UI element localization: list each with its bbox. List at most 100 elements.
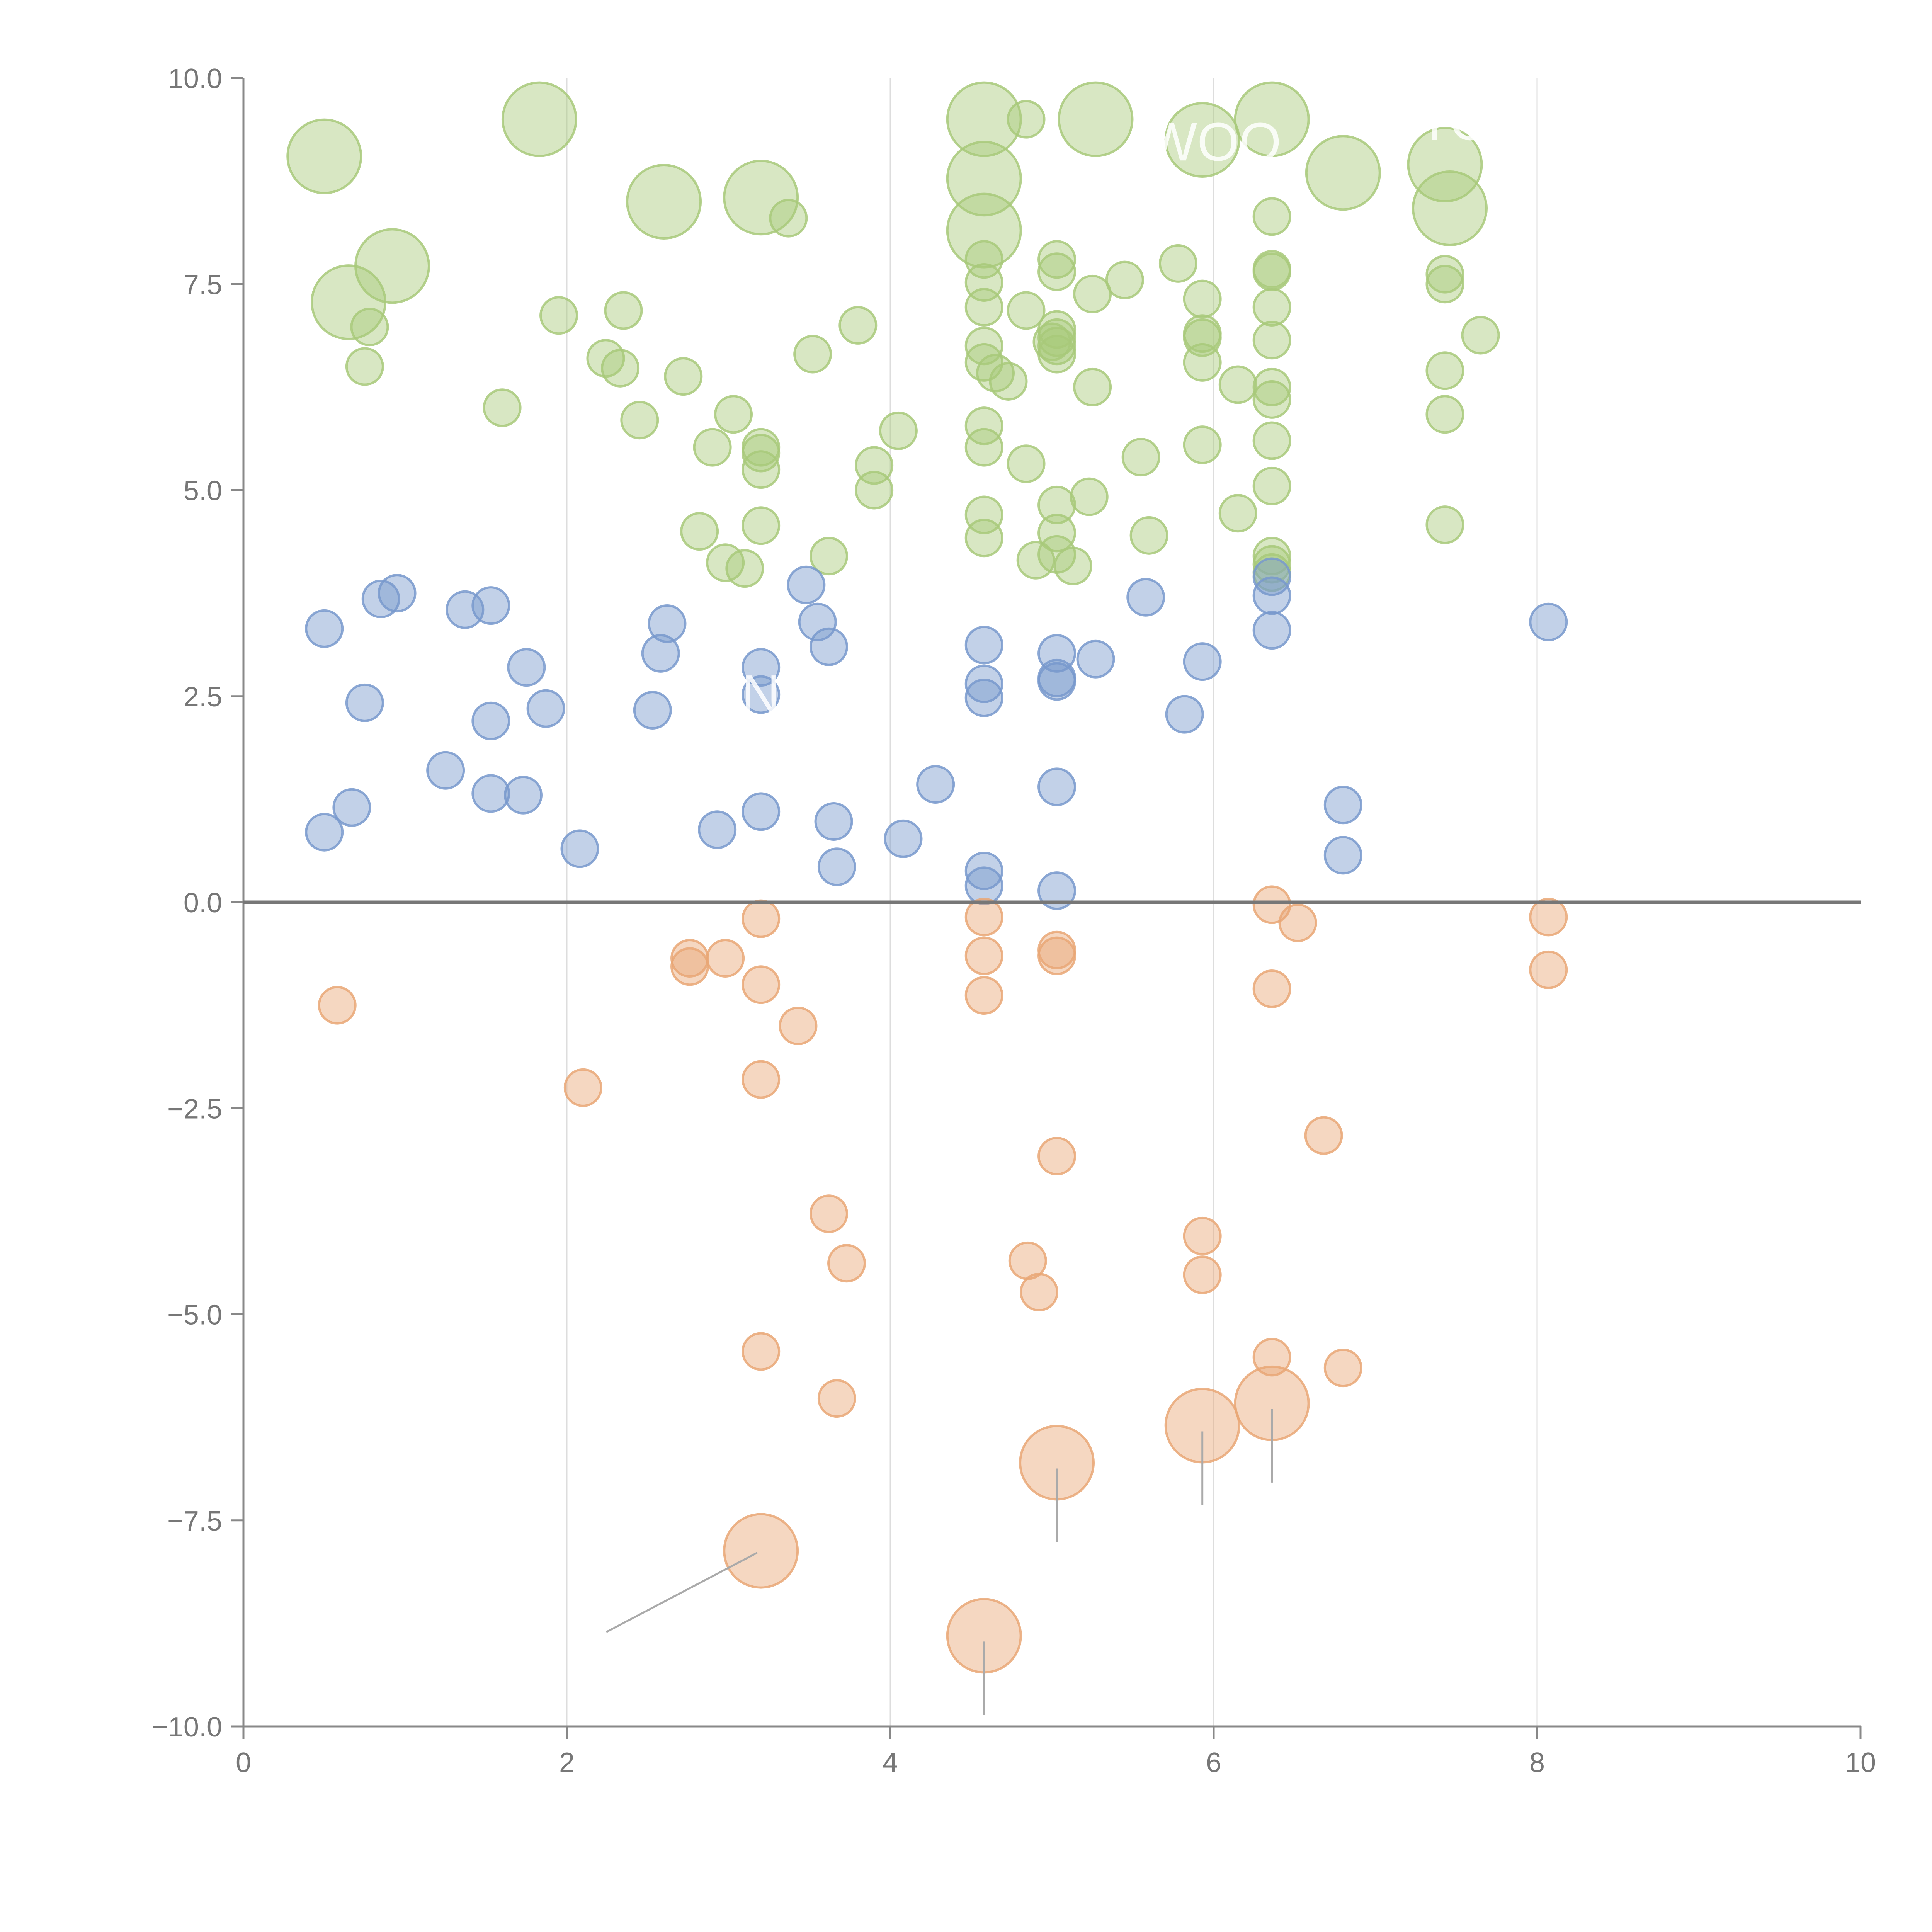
data-point-blue — [305, 609, 344, 648]
data-point-blue — [560, 829, 599, 868]
data-point-green — [964, 406, 1003, 446]
data-point-blue — [964, 626, 1003, 665]
data-point-orange — [809, 1194, 848, 1233]
data-point-orange — [723, 1513, 799, 1589]
data-point-blue — [964, 679, 1003, 718]
data-point-green — [725, 549, 764, 588]
data-point-green — [1037, 514, 1077, 553]
data-point-orange — [817, 1379, 856, 1418]
data-point-green — [286, 118, 362, 194]
data-point-green — [964, 495, 1003, 534]
data-point-blue — [742, 675, 781, 714]
data-point-blue — [641, 634, 680, 673]
data-point-blue — [964, 664, 1003, 703]
y-tick-label: 10.0 — [168, 63, 222, 94]
data-point-orange — [706, 939, 745, 978]
data-point-blue — [1037, 871, 1077, 910]
data-point-green — [946, 192, 1022, 269]
y-tick-label: −10.0 — [152, 1712, 222, 1743]
data-point-green — [1425, 395, 1464, 434]
data-point-green — [1425, 505, 1464, 544]
y-tick-label: 5.0 — [184, 476, 222, 507]
data-point-green — [1218, 365, 1257, 404]
y-tick-label: −2.5 — [167, 1094, 222, 1124]
x-tick-label: 6 — [1206, 1747, 1221, 1778]
data-point-orange — [670, 947, 709, 986]
data-point-blue — [1252, 611, 1291, 650]
x-tick-label: 10 — [1845, 1747, 1876, 1778]
data-point-green — [946, 141, 1022, 217]
data-point-green — [723, 160, 799, 236]
data-point-blue — [1165, 695, 1204, 734]
annotation-label: WOO — [1146, 111, 1281, 172]
data-point-orange — [779, 1006, 818, 1045]
data-point-blue — [1076, 639, 1115, 679]
data-point-green — [964, 519, 1003, 558]
data-point-blue — [504, 776, 543, 815]
data-point-blue — [817, 847, 856, 886]
data-point-green — [742, 450, 781, 489]
data-point-green — [1073, 367, 1112, 406]
data-point-orange — [1020, 1272, 1059, 1311]
data-point-green — [311, 264, 387, 340]
data-point-blue — [742, 648, 781, 687]
data-point-green — [838, 306, 878, 345]
data-point-green — [539, 296, 578, 335]
data-point-blue — [526, 689, 565, 728]
data-point-blue — [471, 701, 510, 740]
data-point-green — [1032, 322, 1071, 361]
data-point-green — [1252, 367, 1291, 406]
data-point-green — [1252, 252, 1291, 291]
data-point-green — [501, 81, 577, 157]
data-point-green — [1425, 351, 1464, 390]
data-point-orange — [1183, 1216, 1222, 1255]
data-point-green — [1252, 287, 1291, 327]
data-point-blue — [742, 792, 781, 831]
data-point-green — [620, 401, 659, 440]
data-point-blue — [698, 810, 737, 849]
data-point-green — [1073, 274, 1112, 313]
data-point-green — [1158, 244, 1197, 283]
data-point-orange — [964, 976, 1003, 1015]
x-tick-label: 2 — [559, 1747, 575, 1778]
data-point-green — [345, 347, 384, 386]
data-point-orange — [318, 986, 357, 1025]
annotations: WOO STOU ION N — [575, 91, 1531, 724]
data-point-blue — [964, 851, 1003, 890]
data-point-orange — [1183, 1255, 1222, 1294]
data-point-green — [1183, 279, 1222, 318]
data-point-blue — [648, 604, 687, 643]
data-point-blue — [1323, 836, 1362, 875]
data-point-blue — [1183, 642, 1222, 681]
data-point-blue — [426, 751, 465, 790]
y-tick-label: 2.5 — [184, 682, 222, 713]
data-point-orange — [1529, 898, 1568, 937]
data-point-green — [1425, 265, 1464, 304]
data-point-green — [1461, 316, 1500, 355]
data-point-green — [714, 395, 753, 434]
data-point-green — [601, 349, 640, 388]
data-point-orange — [742, 965, 781, 1004]
data-point-green — [1412, 170, 1488, 247]
data-point-orange — [1037, 1136, 1077, 1175]
data-point-blue — [809, 627, 848, 666]
data-point-blue — [1323, 786, 1362, 825]
data-point-blue — [471, 586, 510, 625]
data-point-blue — [633, 691, 672, 730]
data-point-orange — [563, 1068, 602, 1107]
data-point-green — [1183, 343, 1222, 382]
data-point-blue — [345, 683, 384, 722]
data-point-green — [1121, 438, 1160, 477]
data-point-green — [742, 506, 781, 545]
data-point-orange — [1278, 903, 1317, 942]
data-point-blue — [1252, 576, 1291, 615]
data-point-green — [879, 411, 918, 450]
data-point-green — [1305, 135, 1381, 211]
data-point-green — [1407, 126, 1483, 202]
data-point-green — [1037, 240, 1077, 279]
data-point-orange — [1037, 936, 1077, 975]
data-point-green — [1164, 102, 1240, 178]
data-point-green — [1037, 485, 1077, 524]
data-point-blue — [1529, 602, 1568, 641]
